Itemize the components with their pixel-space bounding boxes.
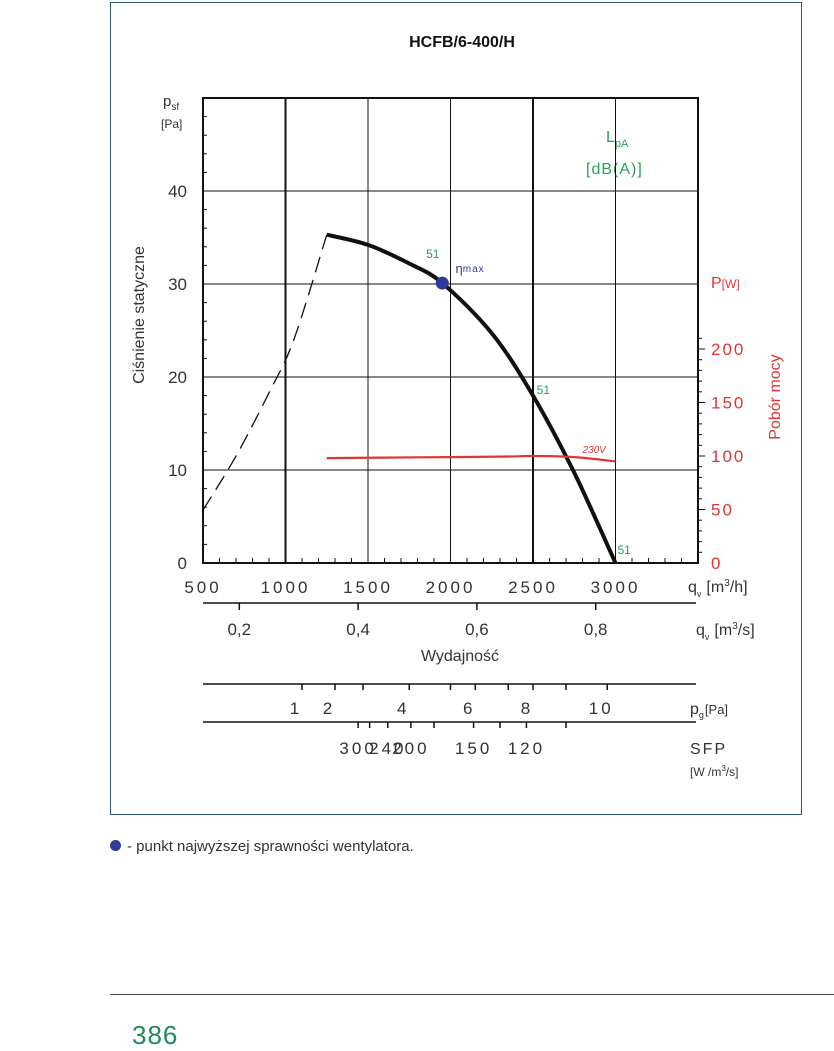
x-tick-label: 1500: [343, 578, 393, 597]
pg-tick-label: 2: [323, 699, 335, 718]
page-divider: [110, 994, 834, 995]
y2-axis-symbol: P[W]: [711, 275, 740, 292]
pressure-curve-stall-dashed: [202, 234, 328, 511]
x-axis-m3s-tick-label: 0,2: [227, 620, 251, 639]
eta-max-point: [435, 276, 449, 290]
y-tick-label: 20: [168, 368, 187, 387]
chart-frame: [110, 2, 802, 815]
x-tick-label: 3000: [591, 578, 641, 597]
chart-title: HCFB/6-400/H: [409, 34, 515, 51]
pg-tick-label: 1: [290, 699, 302, 718]
pg-axis-label: pg[Pa]: [690, 701, 728, 720]
x-axis-m3s-tick-label: 0,6: [465, 620, 489, 639]
lpa-unit: [dB(A)]: [586, 161, 643, 178]
lpa-value-label: 51: [618, 543, 632, 557]
sfp-tick-label: 300: [339, 739, 376, 758]
sfp-axis-unit: [W /m3/s]: [690, 764, 738, 779]
sfp-tick-label: 120: [508, 739, 545, 758]
y-tick-label: 10: [168, 461, 187, 480]
eta-max-legend-dot: [110, 840, 121, 851]
lpa-symbol: LpA: [606, 129, 629, 150]
y-axis-symbol: psf: [163, 93, 179, 113]
y-tick-label: 0: [178, 554, 187, 573]
y2-tick-label: 200: [711, 340, 745, 359]
pg-tick-label: 8: [521, 699, 533, 718]
pg-tick-label: 6: [463, 699, 475, 718]
y-axis-label: Ciśnienie statyczne: [131, 246, 148, 384]
y-axis-unit: [Pa]: [161, 117, 182, 131]
footnote: - punkt najwyższej sprawności wentylator…: [110, 838, 414, 855]
y2-tick-label: 0: [711, 554, 722, 573]
x-axis-m3s-tick-label: 0,8: [584, 620, 608, 639]
sfp-axis-label: SFP: [690, 741, 727, 758]
y2-tick-label: 100: [711, 447, 745, 466]
eta-max-label: ηmax: [456, 261, 485, 276]
power-curve-230v: [326, 454, 616, 463]
x-tick-label: 2000: [426, 578, 476, 597]
y2-tick-label: 50: [711, 501, 734, 520]
y2-axis-label: Pobór mocy: [767, 354, 784, 439]
x-axis-m3s-tick-label: 0,4: [346, 620, 370, 639]
lpa-value-label: 51: [537, 383, 551, 397]
x-tick-label: 1000: [261, 578, 311, 597]
x-tick-label: 500: [184, 578, 221, 597]
x-tick-label: 2500: [508, 578, 558, 597]
pg-tick-label: 10: [589, 699, 614, 718]
sfp-tick-label: 200: [392, 739, 429, 758]
sfp-tick-label: 150: [455, 739, 492, 758]
x-axis-caption: Wydajność: [421, 648, 499, 665]
page-number: 386: [132, 1020, 179, 1050]
footnote-text: - punkt najwyższej sprawności wentylator…: [127, 838, 414, 855]
pressure-curve: [326, 232, 618, 564]
chart-marks: 0 10 20 30 40 0 50 100 150 200 500 1000 1500 2000 2500…: [168, 97, 745, 758]
lpa-value-label: 51: [426, 247, 440, 261]
x-axis-m3s-label: qv [m3/s]: [696, 621, 755, 642]
sfp-tick-label: 240: [369, 739, 406, 758]
pg-tick-label: 4: [397, 699, 409, 718]
y2-tick-label: 150: [711, 394, 745, 413]
x-axis-label: qv [m3/h]: [688, 578, 748, 599]
power-series-label: 230V: [582, 445, 608, 456]
y-tick-label: 40: [168, 182, 187, 201]
y-tick-label: 30: [168, 275, 187, 294]
